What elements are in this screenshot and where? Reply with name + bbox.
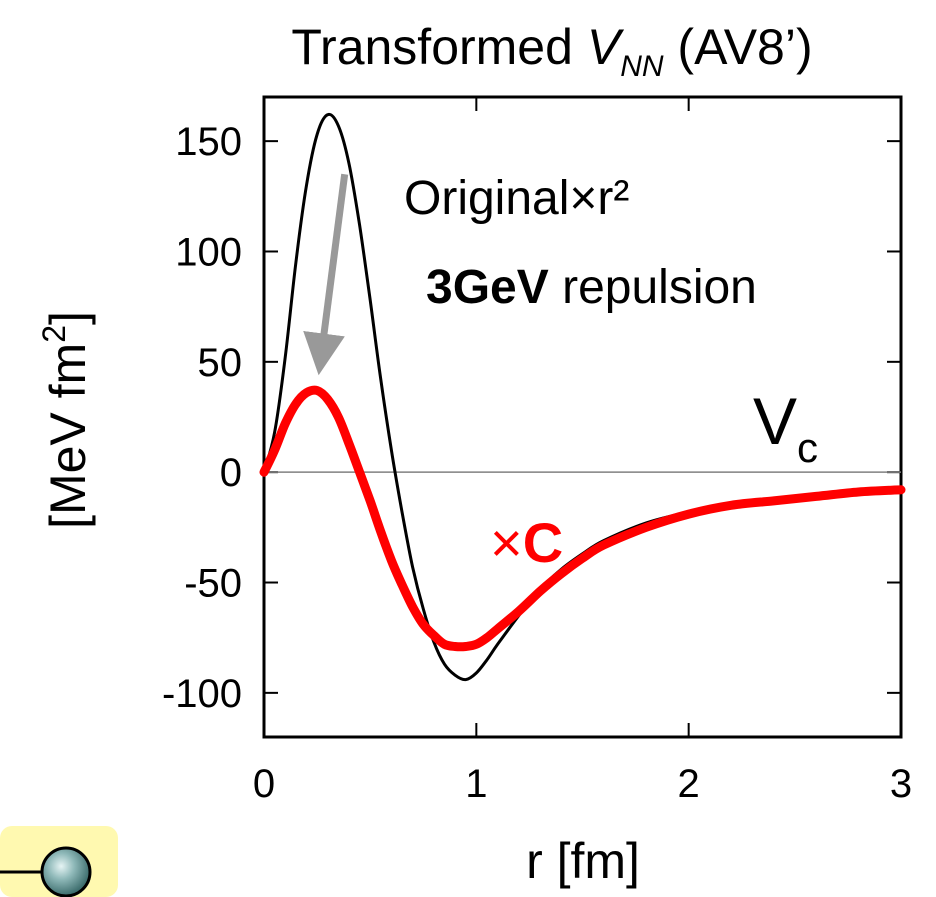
- x-tick-label: 0: [253, 762, 275, 806]
- repulsion-rest: repulsion: [549, 261, 757, 314]
- x-axis-label: r [fm]: [526, 833, 640, 889]
- ticks-layer: 0 1 2 3 -100 -50 0 50 100 150: [162, 97, 912, 806]
- original-label: Original×r²: [404, 172, 629, 225]
- vc-label: Vc: [753, 384, 818, 471]
- repulsion-label: 3GeV repulsion: [426, 261, 757, 314]
- repulsion-bold: 3GeV: [426, 261, 549, 314]
- title-subscript: NN: [620, 50, 664, 83]
- title-symbol: V: [587, 19, 625, 75]
- down-arrow-icon: [303, 173, 349, 376]
- y-tick-label: 0: [220, 451, 242, 495]
- y-axis-label: [MeV fm2]: [36, 311, 96, 529]
- times-c-label: ×C: [490, 511, 563, 574]
- plot-frame: [262, 95, 903, 739]
- times-symbol: ×: [490, 511, 523, 574]
- vc-subscript: c: [797, 424, 818, 471]
- corner-badge: [0, 826, 118, 897]
- title-suffix: (AV8’): [664, 19, 813, 75]
- x-tick-label: 2: [678, 762, 700, 806]
- series-layer: [259, 112, 906, 682]
- sphere-node-icon: [40, 846, 92, 897]
- times-c-bold: C: [523, 511, 563, 574]
- x-tick-label: 1: [465, 762, 487, 806]
- y-tick-label: 150: [175, 120, 242, 164]
- x-tick-label: 3: [890, 762, 912, 806]
- y-tick-label: -100: [162, 672, 242, 716]
- chart-title: Transformed VNN (AV8’): [291, 19, 812, 83]
- transformed-curve: [259, 385, 906, 652]
- y-tick-label: 50: [198, 341, 243, 385]
- y-axis-label-superscript: 2: [36, 325, 72, 343]
- y-tick-label: 100: [175, 230, 242, 274]
- y-tick-label: -50: [184, 562, 242, 606]
